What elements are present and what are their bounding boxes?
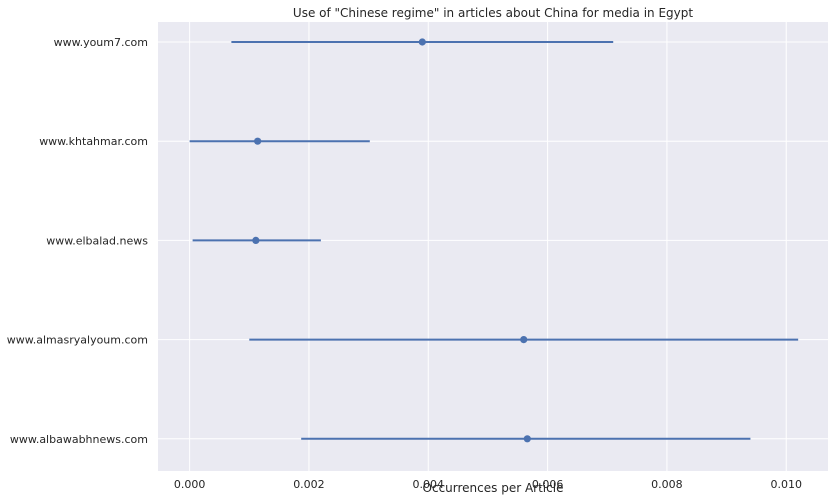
x-tick-label: 0.008 (651, 478, 683, 491)
data-point (252, 236, 260, 244)
y-tick-label: www.albawabhnews.com (10, 433, 148, 446)
y-tick-label: www.almasryalyoum.com (7, 334, 148, 347)
y-tick-label: www.youm7.com (54, 36, 148, 49)
chart-title: Use of "Chinese regime" in articles abou… (293, 6, 693, 20)
plot-background (158, 22, 828, 471)
x-axis-label: Occurrences per Article (423, 481, 564, 495)
x-tick-label: 0.010 (770, 478, 802, 491)
x-tick-label: 0.006 (532, 478, 564, 491)
x-tick-label: 0.002 (293, 478, 325, 491)
data-point (418, 38, 426, 46)
y-tick-label: www.khtahmar.com (39, 135, 148, 148)
x-tick-label: 0.004 (413, 478, 445, 491)
data-point (523, 435, 531, 443)
y-tick-label: www.elbalad.news (46, 234, 148, 247)
data-point (520, 336, 528, 344)
tick-labels: 0.000 0.002 0.004 0.006 0.008 0.010 www.youm7.… (7, 36, 802, 491)
x-tick-label: 0.000 (174, 478, 206, 491)
data-point (254, 137, 262, 145)
data-marks (189, 38, 799, 443)
